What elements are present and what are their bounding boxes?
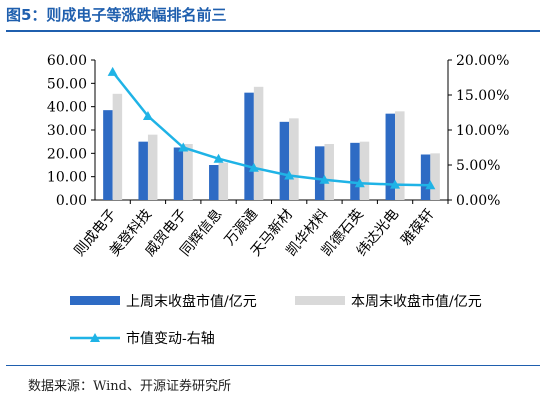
source-note: 数据来源：Wind、开源证券研究所 [28,379,231,394]
bar-last-week [209,165,219,200]
bar-last-week [138,141,148,200]
line-point-marker [142,111,153,120]
y-right-tick-label: 20.00% [456,53,509,69]
line-point-marker [178,142,189,152]
y-left-tick-label: 50.00 [47,76,87,92]
y-left-tick-label: 40.00 [47,100,87,116]
legend-swatch-this-week [295,296,345,305]
title-rule [6,30,540,32]
line-series-change [111,71,431,187]
y-right-tick-label: 10.00% [456,123,509,139]
bar-this-week [430,153,440,200]
bar-this-week [395,111,405,200]
y-left-tick-label: 20.00 [47,146,87,162]
y-left-tick-label: 60.00 [47,53,87,69]
bar-this-week [112,93,123,200]
line-point-marker [319,174,330,184]
bar-last-week [314,146,325,200]
line-point-marker [248,162,259,172]
y-left-tick-label: 0.00 [56,193,87,209]
x-category-label: 雅葆轩 [398,206,437,248]
bar-last-week [244,92,254,200]
line-point-marker [213,153,224,163]
bar-last-week [103,110,113,200]
bar-last-week [350,142,360,200]
legend-swatch-last-week [70,296,120,305]
line-point-marker [354,178,365,188]
y-left-tick-label: 30.00 [47,123,87,139]
y-right-tick-label: 5.00% [456,158,500,174]
line-point-marker [390,179,401,189]
bar-last-week [279,121,290,200]
line-point-marker [107,66,118,76]
chart-title: 图5：则成电子等涨跌幅排名前三 [6,6,227,24]
bar-last-week [385,113,396,200]
y-right-tick-label: 15.00% [456,88,509,104]
legend-label-change: 市值变动-右轴 [126,330,215,347]
source-rule [6,365,540,366]
chart-area: 0.00 10.00 20.00 30.00 40.00 50.00 60.00 0.00% 5… [47,53,509,347]
line-point-marker [284,170,295,180]
legend-marker-change [90,333,100,342]
bar-this-week [183,144,193,200]
bar-this-week [253,86,264,200]
bar-this-week [218,162,229,200]
y-left-tick-label: 10.00 [47,170,87,186]
bar-last-week [173,147,184,200]
bar-this-week [147,134,158,200]
legend-label-this-week: 本周末收盘市值/亿元 [351,293,482,310]
bar-last-week [420,154,431,200]
y-right-tick-label: 0.00% [456,193,500,209]
bar-this-week [359,141,370,200]
line-point-marker [425,180,436,190]
bar-this-week [324,144,334,200]
bar-this-week [289,118,299,200]
legend-label-last-week: 上周末收盘市值/亿元 [126,293,257,310]
